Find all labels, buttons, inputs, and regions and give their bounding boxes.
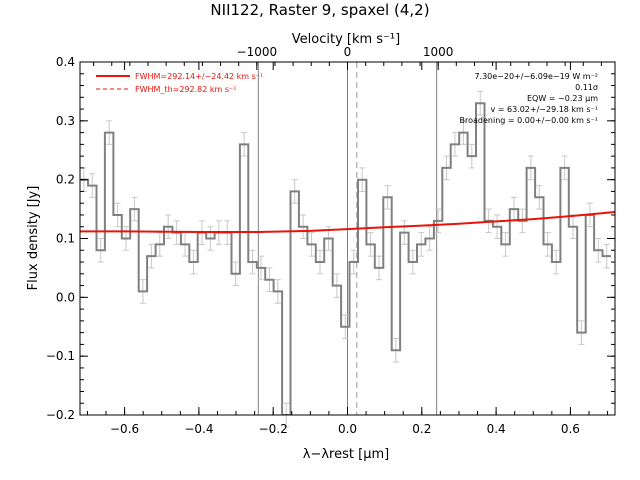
annotation-eqw: EQW = −0.23 μm — [527, 94, 598, 103]
legend-label-fwhm-th: FWHM_th=292.82 km s⁻¹ — [135, 85, 236, 94]
axes-layer: −0.6 −0.4 −0.2 0.0 0.2 0.4 0.6 −0.2 −0.1 0.0 0.1 0.… — [46, 45, 616, 436]
y-tick-label-2: 0.0 — [56, 290, 75, 304]
annotation-broadening: Broadening = 0.00+/−0.00 km s⁻¹ — [460, 116, 598, 125]
spectrum-layer — [80, 90, 611, 428]
x-tick-label-3: 0.0 — [338, 422, 357, 436]
x-tick-label-1: −0.4 — [184, 422, 213, 436]
y-tick-label-5: 0.3 — [56, 114, 75, 128]
y-axis-label: Flux density [Jy] — [26, 186, 41, 291]
x2-tick-label-1: 0 — [344, 45, 352, 59]
annotation-flux: 7.30e−20+/−6.09e−19 W m⁻² — [474, 72, 598, 81]
y-tick-label-0: −0.2 — [46, 408, 75, 422]
legend-label-fwhm: FWHM=292.14+/−24.42 km s⁻¹ — [135, 72, 263, 81]
y-tick-label-6: 0.4 — [56, 55, 75, 69]
x-tick-label-2: −0.2 — [259, 422, 288, 436]
x-tick-label-6: 0.6 — [561, 422, 580, 436]
legend: FWHM=292.14+/−24.42 km s⁻¹ FWHM_th=292.8… — [96, 72, 263, 94]
y-tick-label-4: 0.2 — [56, 173, 75, 187]
annotation-sigma: 0.11σ — [575, 83, 598, 92]
spectrum-line — [80, 102, 611, 415]
x2-tick-label-0: −1000 — [237, 45, 278, 59]
annotations: 7.30e−20+/−6.09e−19 W m⁻² 0.11σ EQW = −0… — [460, 72, 599, 125]
y-tick-label-1: −0.1 — [46, 349, 75, 363]
fit-line — [80, 211, 616, 233]
y-tick-label-3: 0.1 — [56, 232, 75, 246]
x2-tick-label-2: 1000 — [423, 45, 454, 59]
annotation-velocity: v = 63.02+/−29.18 km s⁻¹ — [490, 105, 598, 114]
x-axis-label: λ−λrest [μm] — [303, 447, 389, 462]
x2-axis-label: Velocity [km s⁻¹] — [292, 32, 400, 47]
reference-lines — [257, 62, 438, 415]
x-tick-label-4: 0.2 — [412, 422, 431, 436]
x-tick-label-0: −0.6 — [110, 422, 139, 436]
x-tick-label-5: 0.4 — [487, 422, 506, 436]
fit-layer — [80, 211, 616, 233]
chart-title: NII122, Raster 9, spaxel (4,2) — [210, 1, 429, 19]
